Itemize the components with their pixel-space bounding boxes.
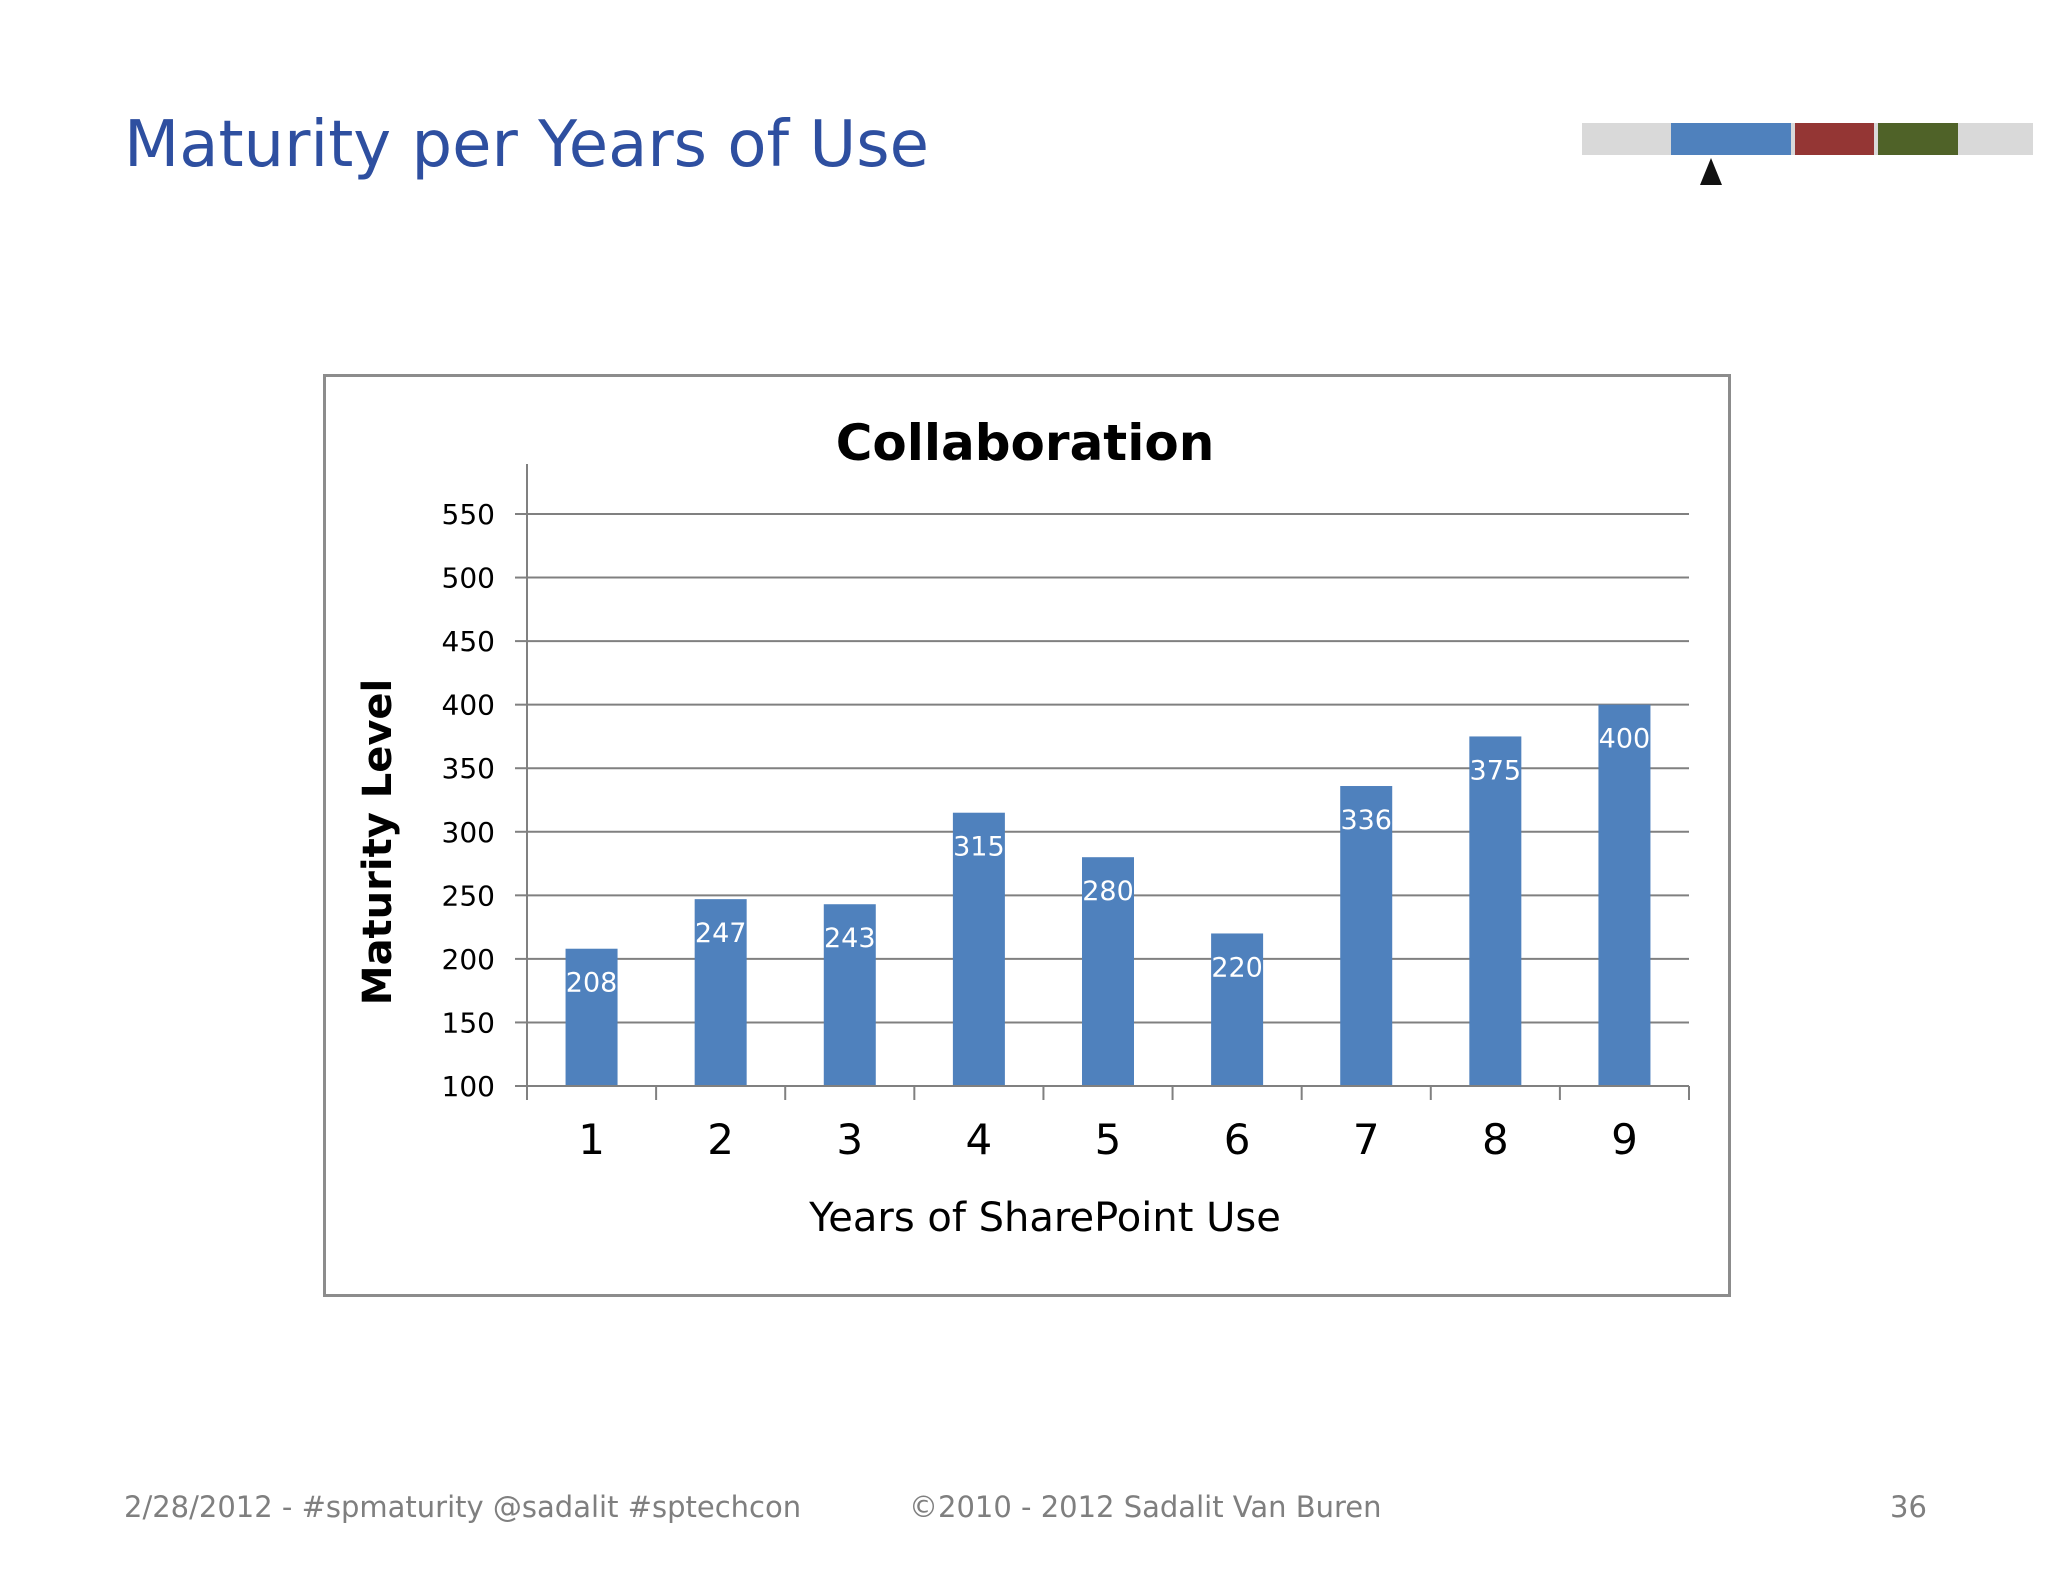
y-tick-label: 300 [442, 816, 495, 849]
progress-segment-2 [1795, 123, 1874, 155]
y-tick-label: 100 [442, 1070, 495, 1103]
slide-title: Maturity per Years of Use [124, 108, 929, 182]
bar [565, 948, 618, 1086]
x-tick-label: 5 [1095, 1115, 1122, 1164]
y-axis-title: Maturity Level [355, 679, 401, 1005]
bar-value-label: 315 [953, 832, 1005, 863]
bar-value-label: 280 [1082, 876, 1134, 907]
progress-segment-1 [1671, 123, 1791, 155]
bar-value-label: 400 [1599, 724, 1651, 755]
y-tick-label: 450 [442, 625, 495, 658]
bar-value-label: 247 [695, 918, 747, 949]
bar [952, 812, 1005, 1086]
x-tick-label: 9 [1611, 1115, 1638, 1164]
bar-value-label: 336 [1340, 805, 1392, 836]
y-tick-label: 150 [442, 1006, 495, 1039]
bar-value-label: 243 [824, 923, 876, 954]
x-axis-title: Years of SharePoint Use [808, 1195, 1281, 1241]
y-tick-label: 350 [442, 752, 495, 785]
section-progress-strip [1582, 123, 2033, 155]
y-tick-label: 250 [442, 879, 495, 912]
bar [694, 899, 747, 1086]
bar [1211, 933, 1264, 1086]
x-tick-label: 7 [1353, 1115, 1380, 1164]
bar-value-label: 220 [1211, 952, 1263, 983]
x-tick-label: 3 [836, 1115, 863, 1164]
pointer-arrow-icon [1700, 158, 1722, 185]
bar [1469, 736, 1522, 1086]
footer-center: ©2010 - 2012 Sadalit Van Buren [909, 1490, 1382, 1524]
x-tick-label: 8 [1482, 1115, 1509, 1164]
x-tick-label: 2 [707, 1115, 734, 1164]
bar [1082, 857, 1134, 1086]
bar [823, 904, 876, 1086]
y-tick-label: 550 [442, 498, 495, 531]
bar-value-label: 375 [1470, 755, 1522, 786]
progress-segment-3 [1878, 123, 1958, 155]
x-tick-label: 4 [966, 1115, 993, 1164]
collaboration-chart: Collaboration 100 150 200 250 300 350 400 450 50… [323, 374, 1731, 1297]
page-number: 36 [1890, 1490, 1927, 1524]
y-tick-label: 500 [442, 562, 495, 595]
x-tick-label: 1 [578, 1115, 605, 1164]
bar-value-label: 208 [566, 968, 618, 999]
y-tick-label: 400 [442, 689, 495, 722]
x-tick-label: 6 [1224, 1115, 1251, 1164]
chart-container: Collaboration 100 150 200 250 300 350 400 450 50… [323, 374, 1731, 1297]
bar [1598, 704, 1651, 1086]
footer-left: 2/28/2012 - #spmaturity @sadalit #sptech… [124, 1490, 802, 1524]
chart-title: Collaboration [836, 414, 1215, 472]
y-tick-label: 200 [442, 943, 495, 976]
bar [1340, 786, 1393, 1086]
